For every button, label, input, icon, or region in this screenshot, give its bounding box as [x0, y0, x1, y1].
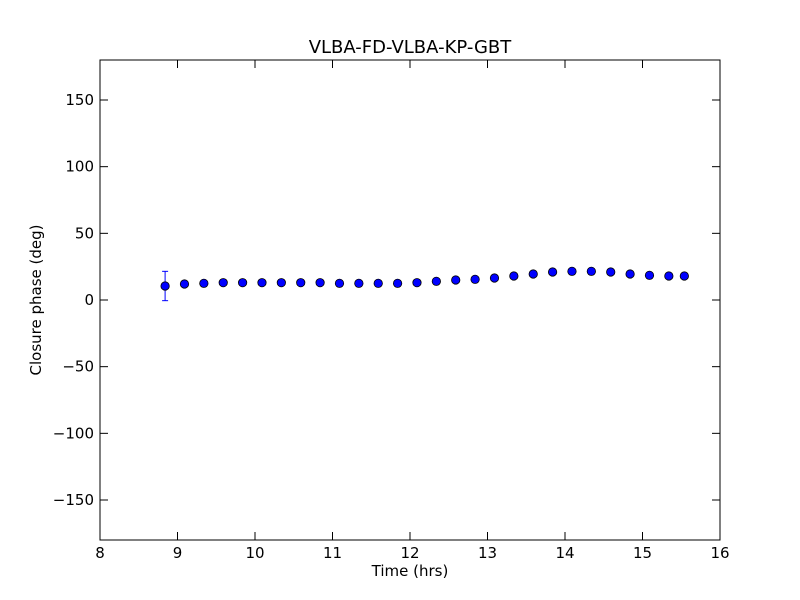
data-point [567, 266, 577, 276]
data-point [679, 271, 689, 281]
data-point [160, 281, 170, 291]
y-tick-label: 150 [65, 91, 94, 109]
data-point [296, 278, 306, 288]
plot-frame [99, 59, 721, 541]
x-tick-label: 8 [95, 544, 105, 562]
data-point [606, 267, 616, 277]
y-tick-label: −50 [62, 358, 94, 376]
data-point [509, 271, 519, 281]
axis-ticks [99, 60, 721, 540]
data-point [238, 278, 248, 288]
x-tick-label: 11 [323, 544, 342, 562]
data-point [489, 273, 500, 283]
data-point [392, 278, 403, 288]
y-tick-label: −100 [53, 424, 94, 442]
plot-area [100, 60, 720, 540]
data-point [431, 276, 441, 286]
data-point [218, 278, 228, 288]
data-point [412, 278, 422, 288]
y-tick-label: −150 [53, 491, 94, 509]
x-tick-label: 13 [478, 544, 497, 562]
chart-title: VLBA-FD-VLBA-KP-GBT [309, 37, 513, 58]
data-point [354, 278, 364, 288]
x-tick-label: 9 [173, 544, 183, 562]
data-point [179, 279, 190, 289]
data-points [160, 266, 689, 302]
x-tick-label: 10 [245, 544, 264, 562]
y-tick-label: 0 [84, 291, 94, 309]
x-tick-label: 14 [555, 544, 574, 562]
data-point [664, 271, 674, 281]
y-axis-label: Closure phase (deg) [27, 225, 45, 376]
x-tick-label: 12 [400, 544, 419, 562]
y-tick-label: 50 [75, 224, 94, 242]
x-tick-label: 16 [710, 544, 729, 562]
data-point [276, 278, 286, 288]
data-point [644, 270, 655, 280]
x-tick-label: 15 [633, 544, 652, 562]
axis-tick-labels: 8 9 10 11 12 13 14 15 16 −150 −100 −50 0 50 100 150 [53, 91, 730, 562]
data-point [528, 269, 538, 279]
data-point [199, 278, 209, 288]
data-point [257, 278, 267, 288]
data-point [334, 278, 345, 288]
data-point [586, 266, 596, 276]
data-point [547, 267, 558, 277]
data-point [451, 275, 461, 285]
y-tick-label: 100 [65, 158, 94, 176]
x-axis-label: Time (hrs) [371, 562, 449, 580]
data-point [625, 269, 635, 279]
data-point [315, 278, 325, 288]
data-point [470, 274, 480, 284]
data-point [373, 278, 383, 288]
